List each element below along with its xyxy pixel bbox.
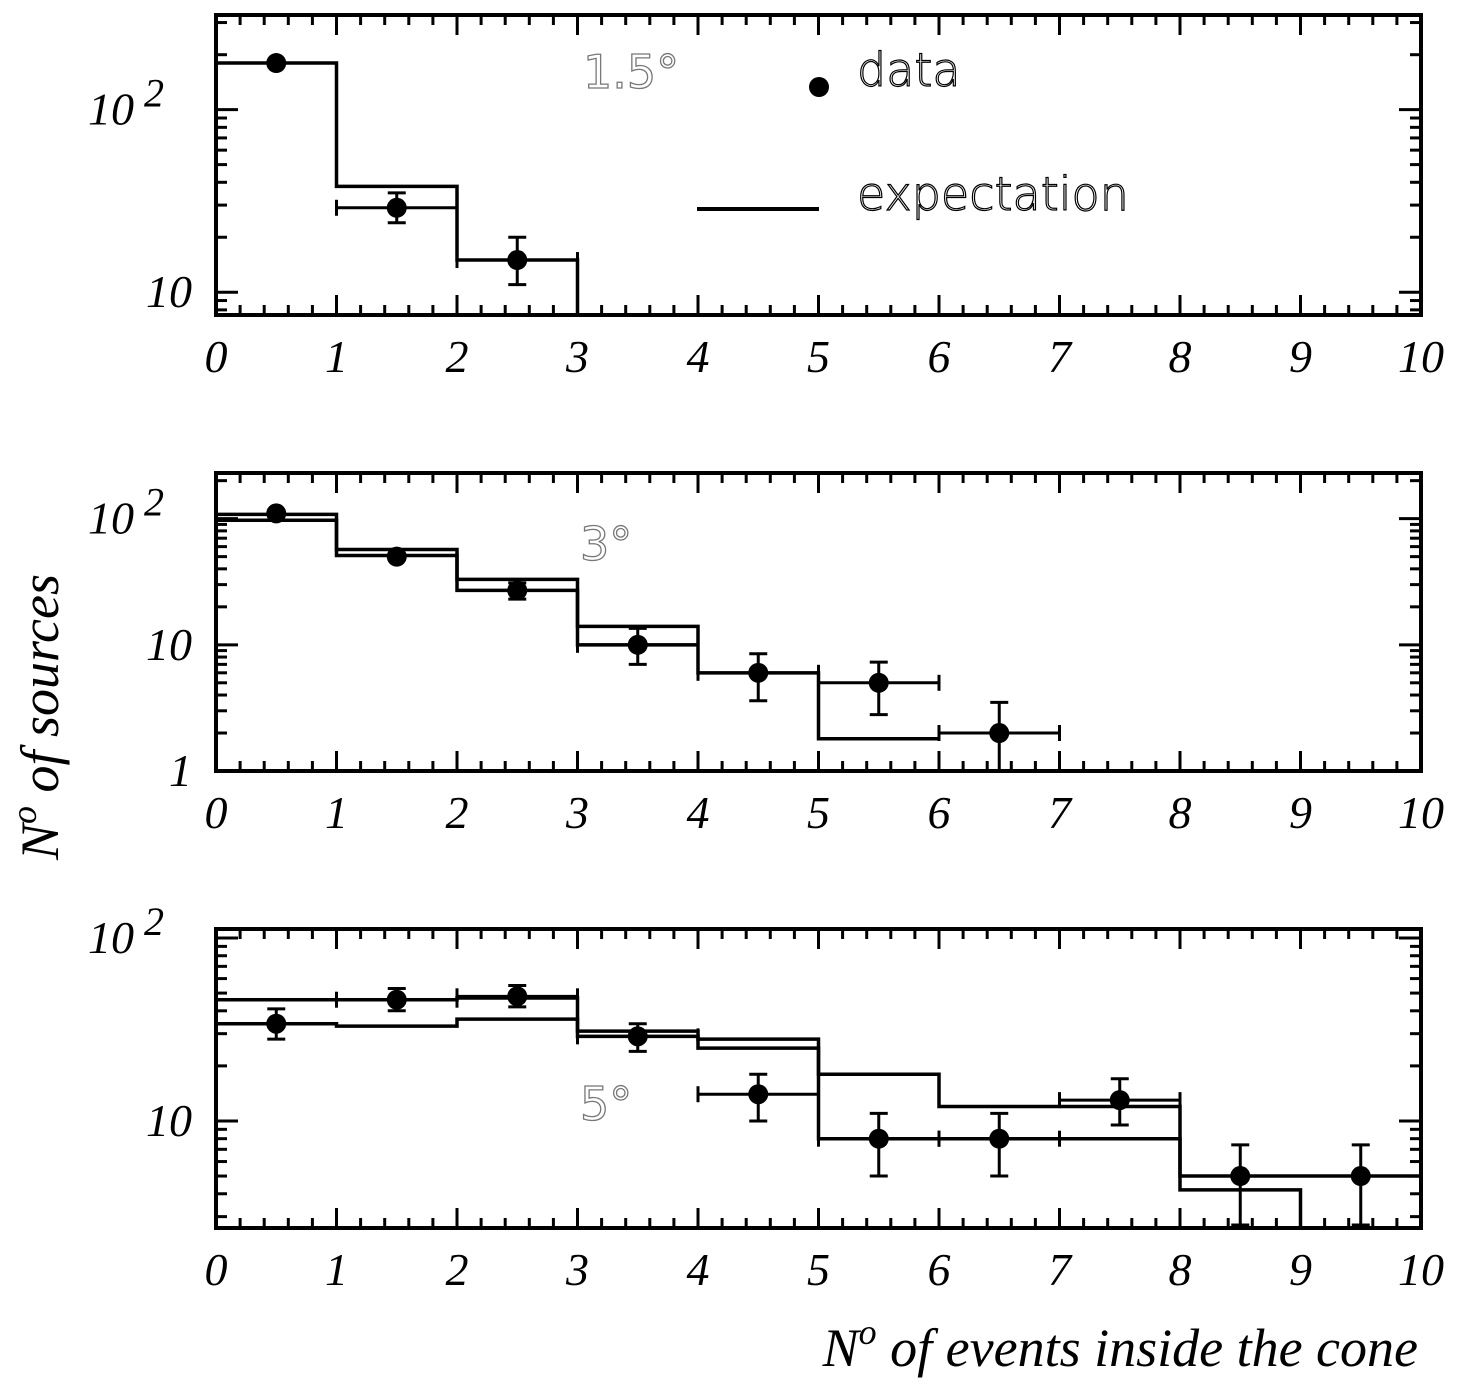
chart-panel-3: 0 1 2 3 4 5 6 7 8 9 10 10 10 2 5° (88, 899, 1444, 1295)
legend-expectation-label: expectation (857, 167, 1129, 221)
data-point (507, 580, 528, 601)
data-marker (627, 1026, 648, 1047)
data-marker (386, 546, 407, 567)
x-tick-label: 10 (1398, 1244, 1444, 1295)
data-point (1230, 1143, 1251, 1227)
data-point (576, 1022, 700, 1053)
data-point (335, 191, 459, 225)
x-tick-label: 1 (325, 331, 348, 382)
data-marker (868, 1128, 889, 1149)
x-tick-label: 0 (205, 787, 228, 838)
data-point (335, 986, 459, 1013)
data-point (937, 700, 1061, 773)
data-marker (627, 634, 648, 655)
x-tick-label: 2 (446, 787, 469, 838)
x-tick-label: 1 (325, 787, 348, 838)
y-tick-label: 10 2 (88, 71, 164, 135)
data-marker (748, 1084, 769, 1105)
data-marker (386, 989, 407, 1010)
x-tick-label: 9 (1289, 331, 1312, 382)
data-marker (1109, 1090, 1130, 1111)
x-tick-label: 0 (205, 1244, 228, 1295)
x-tick-label: 7 (1048, 787, 1073, 838)
x-tick-label: 9 (1289, 1244, 1312, 1295)
data-marker (507, 986, 528, 1007)
x-tick-label: 2 (446, 331, 469, 382)
data-point (1058, 1077, 1182, 1127)
x-tick-label: 9 (1289, 787, 1312, 838)
data-point (817, 1111, 941, 1178)
x-tick-label: 2 (446, 1244, 469, 1295)
data-point (266, 503, 287, 524)
x-tick-label: 5 (807, 787, 830, 838)
data-point (386, 546, 407, 567)
data-marker (266, 1013, 287, 1034)
x-tick-label: 7 (1048, 331, 1073, 382)
data-marker (1350, 1166, 1371, 1187)
data-marker (266, 503, 287, 524)
data-marker (989, 1128, 1010, 1149)
data-point (266, 53, 287, 74)
data-point (817, 660, 941, 717)
x-tick-label: 5 (807, 331, 830, 382)
x-tick-label: 10 (1398, 331, 1444, 382)
data-point (937, 1111, 1061, 1178)
data-point (576, 626, 700, 666)
chart-panel-1: 0 1 2 3 4 5 6 7 8 9 10 10 10 2 1.5° data expectation (88, 13, 1444, 382)
expectation-step-2 (216, 518, 698, 647)
x-tick-label: 6 (928, 331, 951, 382)
data-point (1350, 1143, 1371, 1227)
x-tick-label: 10 (1398, 787, 1444, 838)
x-tick-label: 0 (205, 331, 228, 382)
data-marker (507, 580, 528, 601)
expectation-step-2 (216, 1017, 1303, 1228)
data-marker (386, 197, 407, 218)
data-marker (989, 723, 1010, 744)
data-point (455, 984, 579, 1009)
y-tick-label: 10 2 (88, 899, 164, 963)
y-tick-label: 10 (146, 266, 192, 317)
x-tick-label: 4 (687, 1244, 710, 1295)
legend-data-marker (809, 77, 829, 97)
expectation-step-1 (216, 61, 580, 315)
y-tick-label: 10 (146, 1095, 192, 1146)
data-point (696, 652, 820, 703)
data-point (455, 235, 579, 287)
x-tick-label: 8 (1169, 1244, 1192, 1295)
y-tick-label: 10 (146, 619, 192, 670)
y-tick-label: 1 (169, 745, 192, 796)
legend: data expectation (697, 42, 1129, 222)
data-marker (266, 53, 287, 74)
plot-frame (214, 13, 1423, 317)
data-point (266, 1007, 287, 1041)
data-marker (507, 250, 528, 271)
x-tick-label: 3 (565, 787, 589, 838)
x-tick-label: 8 (1169, 787, 1192, 838)
x-tick-label: 1 (325, 1244, 348, 1295)
x-tick-label: 6 (928, 1244, 951, 1295)
panel-angle-label: 3° (580, 517, 632, 571)
data-marker (868, 672, 889, 693)
x-tick-label: 6 (928, 787, 951, 838)
x-tick-label: 4 (687, 331, 710, 382)
x-axis-label: No of events inside the cone (822, 1312, 1418, 1378)
legend-data-label: data (857, 43, 961, 97)
data-point (696, 1072, 820, 1123)
x-tick-label: 3 (565, 331, 589, 382)
y-axis-label: No of sources (4, 574, 70, 861)
data-marker (1230, 1166, 1251, 1187)
panel-angle-label: 5° (580, 1077, 632, 1131)
x-tick-label: 7 (1048, 1244, 1073, 1295)
x-tick-label: 5 (807, 1244, 830, 1295)
y-tick-label: 10 2 (88, 480, 164, 544)
x-tick-label: 3 (565, 1244, 589, 1295)
x-tick-label: 8 (1169, 331, 1192, 382)
x-tick-label: 4 (687, 787, 710, 838)
panel-angle-label: 1.5° (583, 45, 679, 99)
data-marker (748, 662, 769, 683)
